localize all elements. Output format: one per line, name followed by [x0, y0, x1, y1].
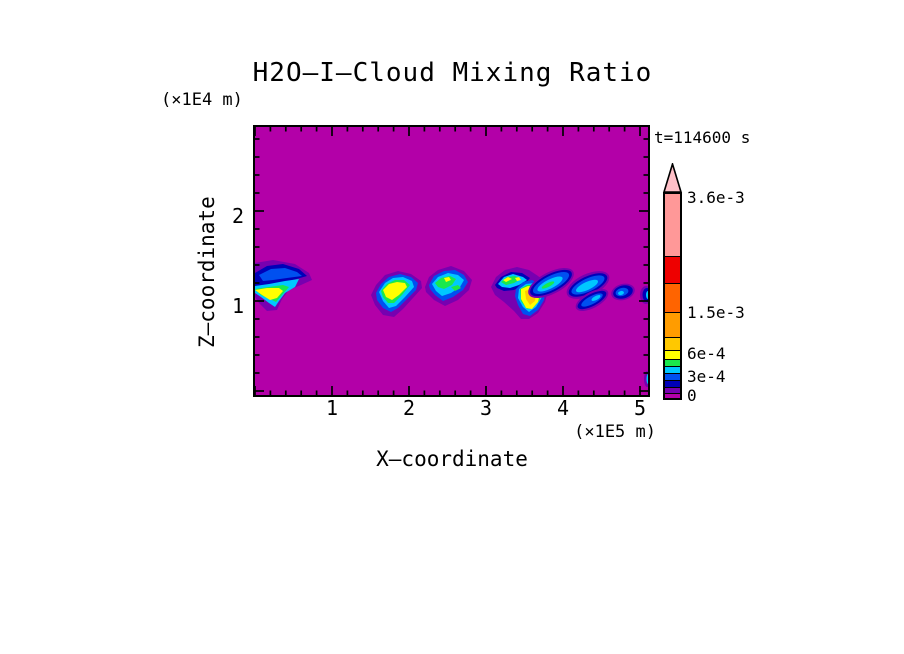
colorbar-segment: [665, 366, 680, 373]
colorbar-label-1.5e-3: 1.5e-3: [687, 303, 745, 322]
colorbar-segment: [665, 256, 680, 283]
cloud-feature-2: [371, 271, 422, 317]
colorbar-segment: [665, 387, 680, 393]
colorbar-segment: [665, 312, 680, 337]
colorbar-segment: [665, 337, 680, 350]
x-tick-label-5: 5: [633, 396, 647, 420]
colorbar-segment: [665, 359, 680, 366]
colorbar-segment: [665, 350, 680, 359]
z-axis-unit-label: (×1E4 m): [161, 90, 243, 110]
x-axis-label: X—coordinate: [376, 447, 528, 471]
colorbar-segment: [665, 283, 680, 312]
cloud-feature-5: [528, 268, 574, 298]
cloud-feature-3: [425, 266, 472, 306]
cloud-feature-8: [640, 286, 648, 387]
colorbar: [663, 192, 682, 400]
z-tick-label-1: 1: [231, 294, 244, 318]
time-annotation: t=114600 s: [654, 128, 751, 147]
z-axis-label: Z—coordinate: [195, 196, 219, 348]
colorbar-label-0: 0: [687, 386, 697, 405]
chart-title: H2O—I—Cloud Mixing Ratio: [252, 58, 653, 88]
x-tick-label-2: 2: [402, 396, 416, 420]
colorbar-label-6e-4: 6e-4: [687, 344, 726, 363]
axis-ticks: [255, 127, 648, 395]
colorbar-overflow-arrow: [662, 163, 683, 193]
colorbar-segment: [665, 373, 680, 380]
x-axis-unit-label: (×1E5 m): [574, 422, 656, 442]
colorbar-label-3.6e-3: 3.6e-3: [687, 188, 745, 207]
cloud-feature-6: [566, 271, 610, 312]
colorbar-segment: [665, 194, 680, 256]
cloud-feature-7: [611, 283, 635, 301]
colorbar-label-3e-4: 3e-4: [687, 367, 726, 386]
plot-area: [253, 125, 650, 397]
colorbar-segment: [665, 380, 680, 387]
contour-plot: [255, 127, 648, 395]
x-tick-label-3: 3: [479, 396, 493, 420]
colorbar-segment: [665, 393, 680, 398]
z-tick-label-2: 2: [231, 204, 244, 228]
x-tick-label-4: 4: [556, 396, 570, 420]
x-tick-label-1: 1: [325, 396, 339, 420]
cloud-feature-1: [255, 260, 312, 311]
